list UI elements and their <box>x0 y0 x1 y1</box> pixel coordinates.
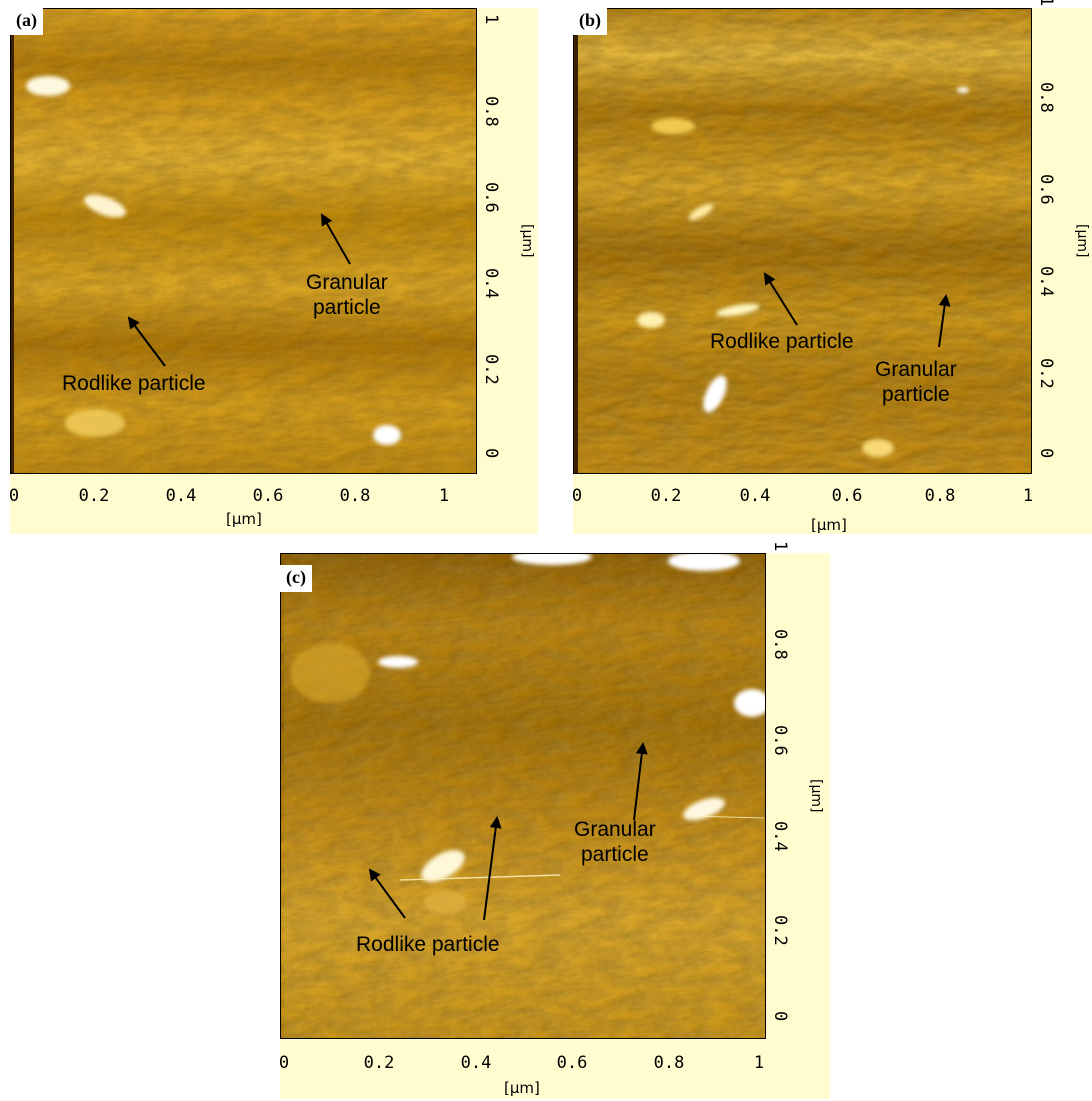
y-tick: 1 <box>770 541 790 552</box>
y-unit: [µm] <box>808 779 824 813</box>
y-tick: 1 <box>1036 0 1056 7</box>
y-axis-a: 0 0.2 0.4 0.6 0.8 1 [µm] <box>477 8 537 474</box>
x-tick-label: 0.4 <box>460 1053 492 1073</box>
x-axis-c: 0 0.2 0.4 0.6 0.8 1 <box>279 1053 766 1075</box>
y-tick: 0.2 <box>1036 358 1056 389</box>
panel-label: (c) <box>280 565 312 592</box>
panel-c: (c) 0 0.2 0.4 0.6 0.8 1 [µm] 0 0.2 0.4 0… <box>279 541 830 1099</box>
x-tick-label: 0.8 <box>653 1053 685 1073</box>
annotation-granular: Granular particle <box>574 817 656 867</box>
x-tick: 0.2 <box>79 486 110 506</box>
y-tick: 1 <box>481 14 501 25</box>
panel-b: (b) 0 0.2 0.4 0.6 0.8 1 [µm] 0 0.2 0.4 0… <box>572 0 1092 534</box>
annotation-granular: Granular particle <box>875 357 957 407</box>
x-tick: 0.8 <box>925 486 956 506</box>
annotation-rodlike: Rodlike particle <box>710 330 854 353</box>
afm-image-b <box>573 8 1032 474</box>
y-tick: 0.6 <box>481 182 501 213</box>
x-tick: 0.6 <box>253 486 284 506</box>
x-tick: 1 <box>1023 486 1033 506</box>
x-tick: 0.4 <box>461 1053 492 1073</box>
y-tick: 0 <box>1036 448 1056 459</box>
annotation-line: Granular <box>875 358 957 381</box>
panel-label: (a) <box>10 8 43 35</box>
x-tick: 0.8 <box>654 1053 685 1073</box>
x-tick-label: 0 <box>571 486 583 506</box>
x-axis-a: 0 0.2 0.4 0.6 0.8 1 <box>9 486 477 508</box>
x-tick-label: 0.2 <box>78 486 110 506</box>
x-unit: [µm] <box>811 516 847 534</box>
x-tick-label: 1 <box>753 1053 765 1073</box>
x-tick: 0.6 <box>832 486 863 506</box>
y-unit: [µm] <box>519 224 535 258</box>
y-tick: 0.4 <box>1036 266 1056 297</box>
x-tick-label: 0 <box>278 1053 290 1073</box>
x-tick-label: 0.6 <box>556 1053 588 1073</box>
y-tick: 0.8 <box>770 629 790 660</box>
x-tick-label: 0.8 <box>924 486 956 506</box>
x-unit: [µm] <box>504 1079 540 1097</box>
annotation-rodlike: Rodlike particle <box>356 933 500 956</box>
x-unit: [µm] <box>226 510 262 528</box>
y-axis-b: 0 0.2 0.4 0.6 0.8 1 [µm] <box>1032 0 1092 474</box>
x-tick-label: 0.4 <box>739 486 771 506</box>
afm-image-c <box>280 553 766 1039</box>
y-tick: 0.6 <box>770 725 790 756</box>
annotation-line: particle <box>581 843 649 867</box>
annotation-line: particle <box>882 383 950 407</box>
annotation-line: particle <box>313 296 381 320</box>
y-tick: 0.4 <box>481 268 501 299</box>
x-tick: 0.8 <box>340 486 371 506</box>
x-tick: 0.2 <box>364 1053 395 1073</box>
x-tick: 0 <box>572 486 582 506</box>
y-tick: 0.4 <box>770 821 790 852</box>
afm-image-a <box>10 8 477 474</box>
x-axis-b: 0 0.2 0.4 0.6 0.8 1 <box>572 486 1033 508</box>
y-tick: 0 <box>481 448 501 459</box>
x-tick-label: 1 <box>438 486 450 506</box>
x-tick: 0.4 <box>740 486 771 506</box>
x-tick: 0 <box>279 1053 289 1073</box>
x-tick: 1 <box>754 1053 764 1073</box>
x-tick: 0 <box>9 486 19 506</box>
x-tick-label: 0.4 <box>165 486 197 506</box>
y-tick: 0.8 <box>1036 82 1056 113</box>
annotation-rodlike: Rodlike particle <box>62 372 206 395</box>
x-tick-label: 0.2 <box>363 1053 395 1073</box>
x-tick: 0.2 <box>651 486 682 506</box>
x-tick-label: 0 <box>8 486 20 506</box>
annotation-line: Granular <box>574 818 656 841</box>
x-tick: 0.4 <box>166 486 197 506</box>
x-tick-label: 0.6 <box>831 486 863 506</box>
y-tick: 0.6 <box>1036 174 1056 205</box>
annotation-line: Granular <box>306 271 388 294</box>
y-tick: 0.2 <box>481 354 501 385</box>
x-tick-label: 1 <box>1022 486 1034 506</box>
x-tick: 0.6 <box>557 1053 588 1073</box>
x-tick-label: 0.6 <box>252 486 284 506</box>
y-tick: 0.2 <box>770 915 790 946</box>
x-tick: 1 <box>439 486 449 506</box>
x-tick-label: 0.8 <box>339 486 371 506</box>
x-tick-label: 0.2 <box>650 486 682 506</box>
annotation-granular: Granular particle <box>306 270 388 320</box>
y-unit: [µm] <box>1074 224 1090 258</box>
y-axis-c: 0 0.2 0.4 0.6 0.8 1 [µm] <box>766 541 826 1039</box>
panel-label: (b) <box>573 8 607 35</box>
y-tick: 0 <box>770 1011 790 1022</box>
panel-a: (a) 0 0.2 0.4 0.6 0.8 1 [µm] 0 0.2 0.4 0… <box>9 8 538 534</box>
y-tick: 0.8 <box>481 96 501 127</box>
